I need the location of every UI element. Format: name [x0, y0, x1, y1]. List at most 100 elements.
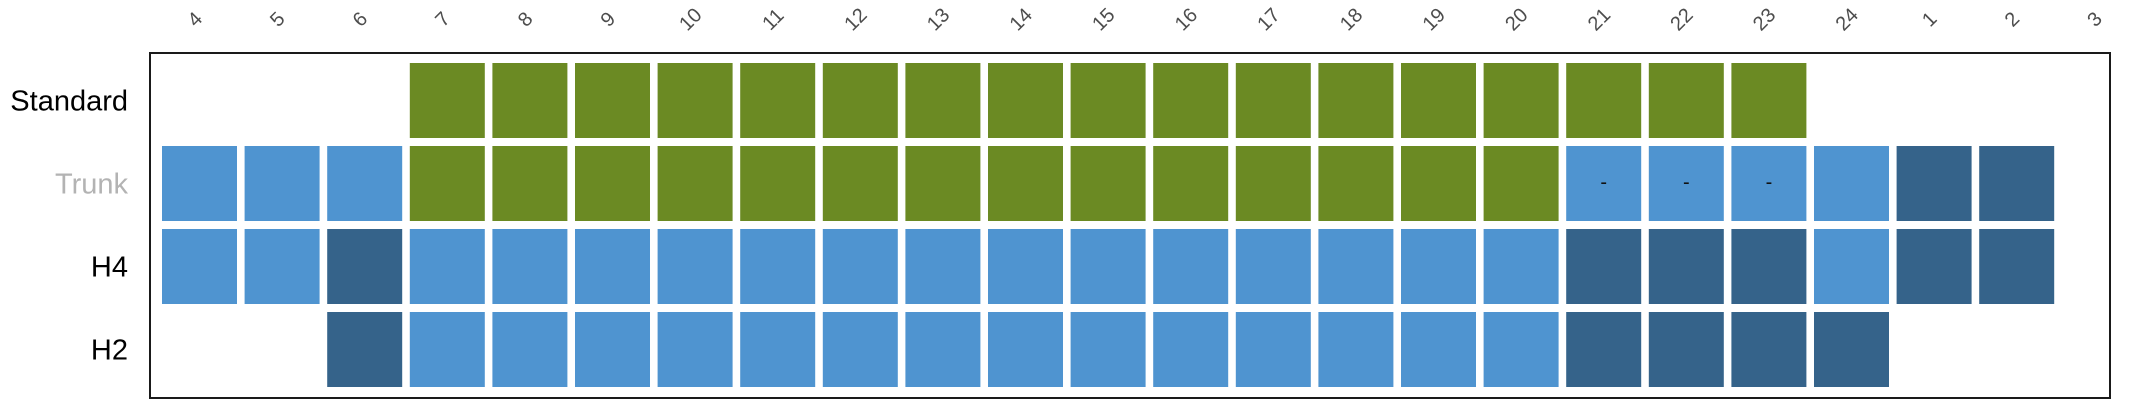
x-tick-label: 12 — [840, 4, 871, 35]
x-tick-label: 13 — [923, 4, 954, 35]
x-tick-labels: 4 5 6 7 8 9 10 11 12 13 14 15 16 17 18 19 20 21 22 23 24 1 2 3 — [184, 4, 2107, 35]
heatmap-cell — [575, 229, 650, 304]
heatmap-cell — [822, 312, 898, 387]
heatmap-cell — [1566, 229, 1642, 304]
heatmap-cell — [575, 63, 650, 138]
heatmap-cell — [905, 63, 981, 138]
heatmap-cell — [1731, 146, 1807, 221]
heatmap-cell — [1235, 312, 1311, 387]
y-tick-label: Standard — [10, 86, 128, 118]
heatmap-cell — [1235, 63, 1311, 138]
x-tick-label: 24 — [1832, 4, 1863, 35]
heatmap-cell — [1566, 312, 1642, 387]
heatmap-cell — [1483, 229, 1559, 304]
heatmap-cell — [327, 146, 403, 221]
heatmap-cell — [1483, 63, 1559, 138]
x-tick-label: 21 — [1584, 4, 1615, 35]
y-tick-label: Trunk — [55, 169, 129, 201]
heatmap-cell — [1401, 146, 1476, 221]
heatmap-cell — [657, 63, 733, 138]
heatmap-cell — [1979, 146, 2055, 221]
heatmap-cell — [1731, 229, 1807, 304]
heatmap-cell — [1070, 229, 1146, 304]
heatmap-cell — [1483, 312, 1559, 387]
cell-label: - — [1683, 172, 1690, 194]
heatmap-cell — [1070, 63, 1146, 138]
heatmap-cell — [409, 146, 485, 221]
heatmap-cell — [1153, 63, 1229, 138]
x-tick-label: 20 — [1501, 4, 1532, 35]
x-tick-label: 17 — [1253, 4, 1284, 35]
y-tick-labels: Standard Trunk H4 H2 — [10, 86, 128, 367]
heatmap-cell — [1318, 63, 1394, 138]
heatmap-cell — [1235, 229, 1311, 304]
heatmap-cell — [1648, 63, 1724, 138]
heatmap-cell — [1318, 146, 1394, 221]
plot-panel-border — [149, 52, 2111, 399]
y-tick-label: H2 — [91, 335, 128, 367]
heatmap-cell — [1070, 312, 1146, 387]
heatmap-cell — [492, 229, 568, 304]
cell-label: - — [1600, 172, 1607, 194]
heatmap-cell — [988, 63, 1063, 138]
heatmap-cell — [1401, 312, 1476, 387]
heatmap-cell — [1896, 229, 1972, 304]
heatmap-cell — [1566, 63, 1642, 138]
heatmap-cell — [822, 63, 898, 138]
heatmap-cell — [1153, 312, 1229, 387]
x-tick-label: 4 — [184, 8, 207, 31]
x-tick-label: 16 — [1171, 4, 1202, 35]
heatmap-cell — [1318, 229, 1394, 304]
x-tick-label: 10 — [675, 4, 706, 35]
heatmap-cell — [1235, 146, 1311, 221]
heatmap-cell — [1731, 63, 1807, 138]
x-tick-label: 2 — [2001, 8, 2024, 31]
x-tick-label: 11 — [758, 5, 788, 35]
x-tick-label: 23 — [1749, 4, 1780, 35]
heatmap-cell — [905, 146, 981, 221]
x-tick-label: 18 — [1336, 4, 1367, 35]
heatmap-cell — [409, 63, 485, 138]
heatmap-cell — [740, 63, 816, 138]
heatmap-cell — [492, 63, 568, 138]
heatmap-cell — [657, 146, 733, 221]
x-tick-label: 9 — [597, 8, 620, 31]
heatmap-cell — [905, 229, 981, 304]
cell-label: - — [1766, 172, 1773, 194]
heatmap-cell — [740, 312, 816, 387]
heatmap-cell — [244, 146, 320, 221]
x-tick-label: 15 — [1088, 4, 1119, 35]
heatmap-cell — [1153, 146, 1229, 221]
heatmap-cell — [988, 146, 1063, 221]
heatmap-cell — [1153, 229, 1229, 304]
heatmap-cell — [1648, 229, 1724, 304]
heatmap-cell — [327, 229, 403, 304]
heatmap-cell — [1401, 63, 1476, 138]
heatmap-cell — [409, 229, 485, 304]
heatmap-cell — [162, 146, 237, 221]
heatmap-cell — [575, 146, 650, 221]
heatmap-cell — [1648, 146, 1724, 221]
heatmap-cell — [1566, 146, 1642, 221]
heatmap-cell — [1814, 229, 1889, 304]
x-tick-label: 19 — [1419, 4, 1450, 35]
y-tick-label: H4 — [91, 252, 128, 284]
heatmap-cell — [657, 312, 733, 387]
heatmap-cell — [1648, 312, 1724, 387]
x-tick-label: 6 — [349, 8, 372, 31]
heatmap-cell — [327, 312, 403, 387]
heatmap-cell — [822, 146, 898, 221]
x-tick-label: 7 — [431, 8, 454, 31]
heatmap-cell — [740, 146, 816, 221]
heatmap-cell — [1814, 146, 1889, 221]
heatmap-cell — [1814, 312, 1889, 387]
heatmap-cell — [988, 312, 1063, 387]
heatmap-cell — [657, 229, 733, 304]
heatmap-cell — [1979, 229, 2055, 304]
heatmap-cell — [244, 229, 320, 304]
x-tick-label: 1 — [1918, 8, 1941, 31]
heatmap-cells: --- — [162, 63, 2055, 387]
heatmap-cell — [1401, 229, 1476, 304]
heatmap-cell — [1731, 312, 1807, 387]
